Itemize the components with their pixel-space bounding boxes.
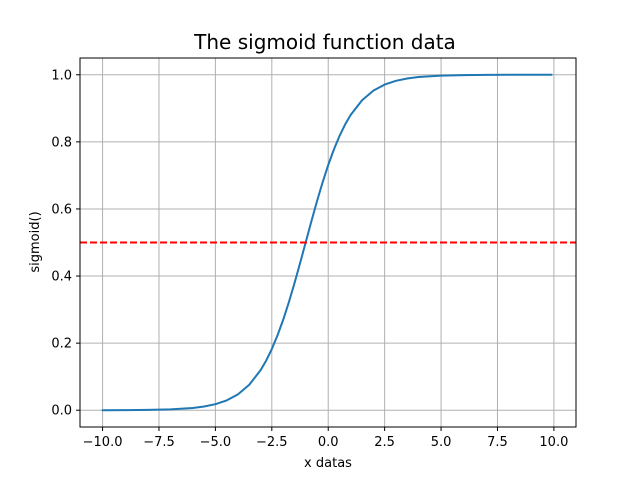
plot-series [80,73,576,412]
y-tick-label: 0.2 [51,337,72,352]
y-tick-label: 0.4 [51,270,72,285]
y-tick-label: 0.6 [51,202,72,217]
x-tick-label: −7.5 [143,435,175,450]
chart-title: The sigmoid function data [193,30,456,54]
x-tick-label: 2.5 [374,435,395,450]
y-tick-label: 1.0 [51,68,72,83]
y-tick-label: 0.8 [51,135,72,150]
sigmoid-curve [101,73,553,412]
x-axis-label: x datas [304,456,352,471]
y-tick-label: 0.0 [51,404,72,419]
y-axis-label: sigmoid() [28,211,43,272]
x-tick-label: 0.0 [318,435,339,450]
x-tick-label: −2.5 [256,435,288,450]
x-tick-label: 10.0 [539,435,568,450]
x-tick-label: −5.0 [200,435,232,450]
x-tick-label: −10.0 [83,435,123,450]
x-tick-label: 7.5 [487,435,508,450]
x-tick-label: 5.0 [431,435,452,450]
axis-ticks: −10.0 −7.5 −5.0 −2.5 0.0 2.5 5.0 7.5 10.0 0.0 0.2 0… [51,68,568,450]
